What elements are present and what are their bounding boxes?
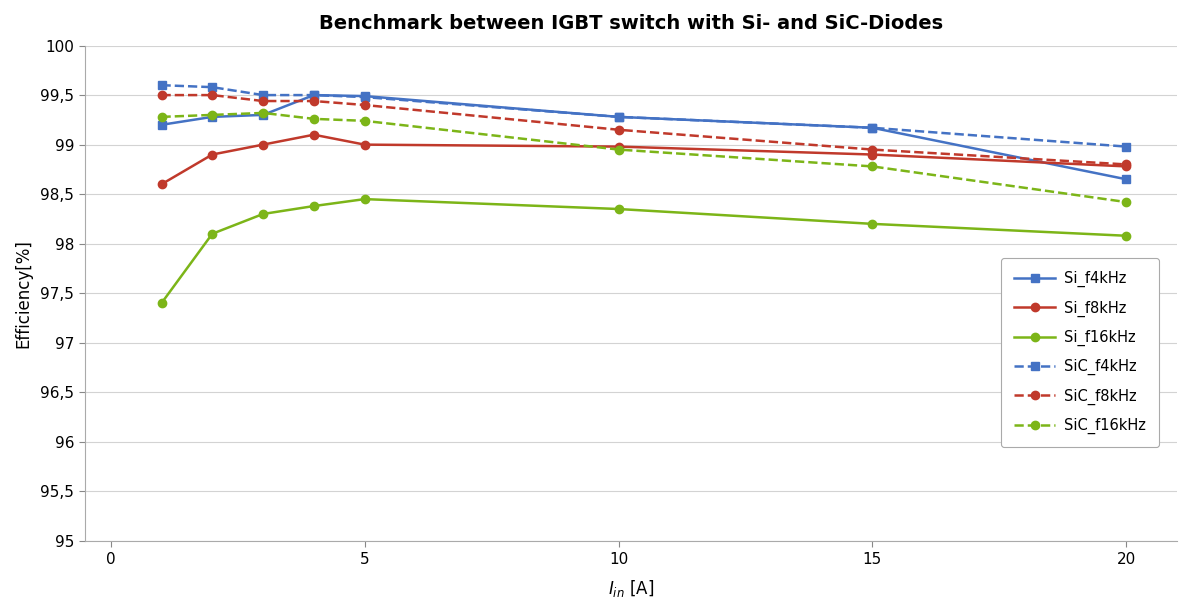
Si_f8kHz bbox=[866, 151, 880, 158]
Si_f16kHz bbox=[611, 205, 625, 213]
SiC_f4kHz bbox=[155, 82, 169, 89]
Si_f16kHz bbox=[155, 300, 169, 307]
SiC_f16kHz bbox=[1120, 199, 1134, 206]
Si_f16kHz bbox=[866, 220, 880, 227]
SiC_f4kHz bbox=[611, 113, 625, 121]
Line: Si_f8kHz: Si_f8kHz bbox=[157, 131, 1130, 188]
SiC_f4kHz bbox=[256, 91, 270, 99]
SiC_f8kHz bbox=[611, 126, 625, 134]
Si_f16kHz bbox=[256, 210, 270, 218]
SiC_f4kHz bbox=[205, 83, 219, 91]
SiC_f8kHz bbox=[205, 91, 219, 99]
Si_f4kHz bbox=[866, 124, 880, 131]
Si_f4kHz bbox=[357, 93, 372, 100]
Si_f8kHz bbox=[307, 131, 322, 139]
Line: SiC_f4kHz: SiC_f4kHz bbox=[157, 81, 1130, 151]
Si_f4kHz bbox=[155, 121, 169, 129]
SiC_f16kHz bbox=[357, 117, 372, 124]
Si_f8kHz bbox=[256, 141, 270, 148]
Si_f8kHz bbox=[205, 151, 219, 158]
Line: SiC_f8kHz: SiC_f8kHz bbox=[157, 91, 1130, 169]
Title: Benchmark between IGBT switch with Si- and SiC-Diodes: Benchmark between IGBT switch with Si- a… bbox=[319, 14, 943, 33]
SiC_f8kHz bbox=[866, 146, 880, 153]
Si_f4kHz bbox=[256, 111, 270, 118]
SiC_f4kHz bbox=[307, 91, 322, 99]
Si_f8kHz bbox=[357, 141, 372, 148]
SiC_f8kHz bbox=[256, 97, 270, 105]
Si_f16kHz bbox=[307, 202, 322, 210]
SiC_f8kHz bbox=[357, 101, 372, 109]
Line: Si_f4kHz: Si_f4kHz bbox=[157, 91, 1130, 183]
SiC_f16kHz bbox=[611, 146, 625, 153]
Si_f16kHz bbox=[205, 230, 219, 237]
Si_f4kHz bbox=[205, 113, 219, 121]
SiC_f4kHz bbox=[357, 93, 372, 101]
SiC_f4kHz bbox=[1120, 143, 1134, 150]
SiC_f8kHz bbox=[1120, 161, 1134, 168]
X-axis label: $I_{in}$ [A]: $I_{in}$ [A] bbox=[609, 578, 654, 599]
SiC_f16kHz bbox=[866, 162, 880, 170]
SiC_f8kHz bbox=[307, 97, 322, 105]
Si_f16kHz bbox=[1120, 232, 1134, 240]
Si_f4kHz bbox=[611, 113, 625, 121]
Y-axis label: Efficiency[%]: Efficiency[%] bbox=[14, 239, 32, 348]
SiC_f8kHz bbox=[155, 91, 169, 99]
Si_f4kHz bbox=[307, 91, 322, 99]
Si_f8kHz bbox=[1120, 162, 1134, 170]
Si_f8kHz bbox=[611, 143, 625, 150]
SiC_f16kHz bbox=[307, 115, 322, 123]
SiC_f4kHz bbox=[866, 124, 880, 131]
Line: Si_f16kHz: Si_f16kHz bbox=[157, 195, 1130, 307]
Line: SiC_f16kHz: SiC_f16kHz bbox=[157, 109, 1130, 206]
SiC_f16kHz bbox=[205, 111, 219, 118]
Legend: Si_f4kHz, Si_f8kHz, Si_f16kHz, SiC_f4kHz, SiC_f8kHz, SiC_f16kHz: Si_f4kHz, Si_f8kHz, Si_f16kHz, SiC_f4kHz… bbox=[1002, 258, 1159, 447]
Si_f4kHz bbox=[1120, 175, 1134, 183]
SiC_f16kHz bbox=[256, 109, 270, 116]
SiC_f16kHz bbox=[155, 113, 169, 121]
Si_f16kHz bbox=[357, 196, 372, 203]
Si_f8kHz bbox=[155, 181, 169, 188]
